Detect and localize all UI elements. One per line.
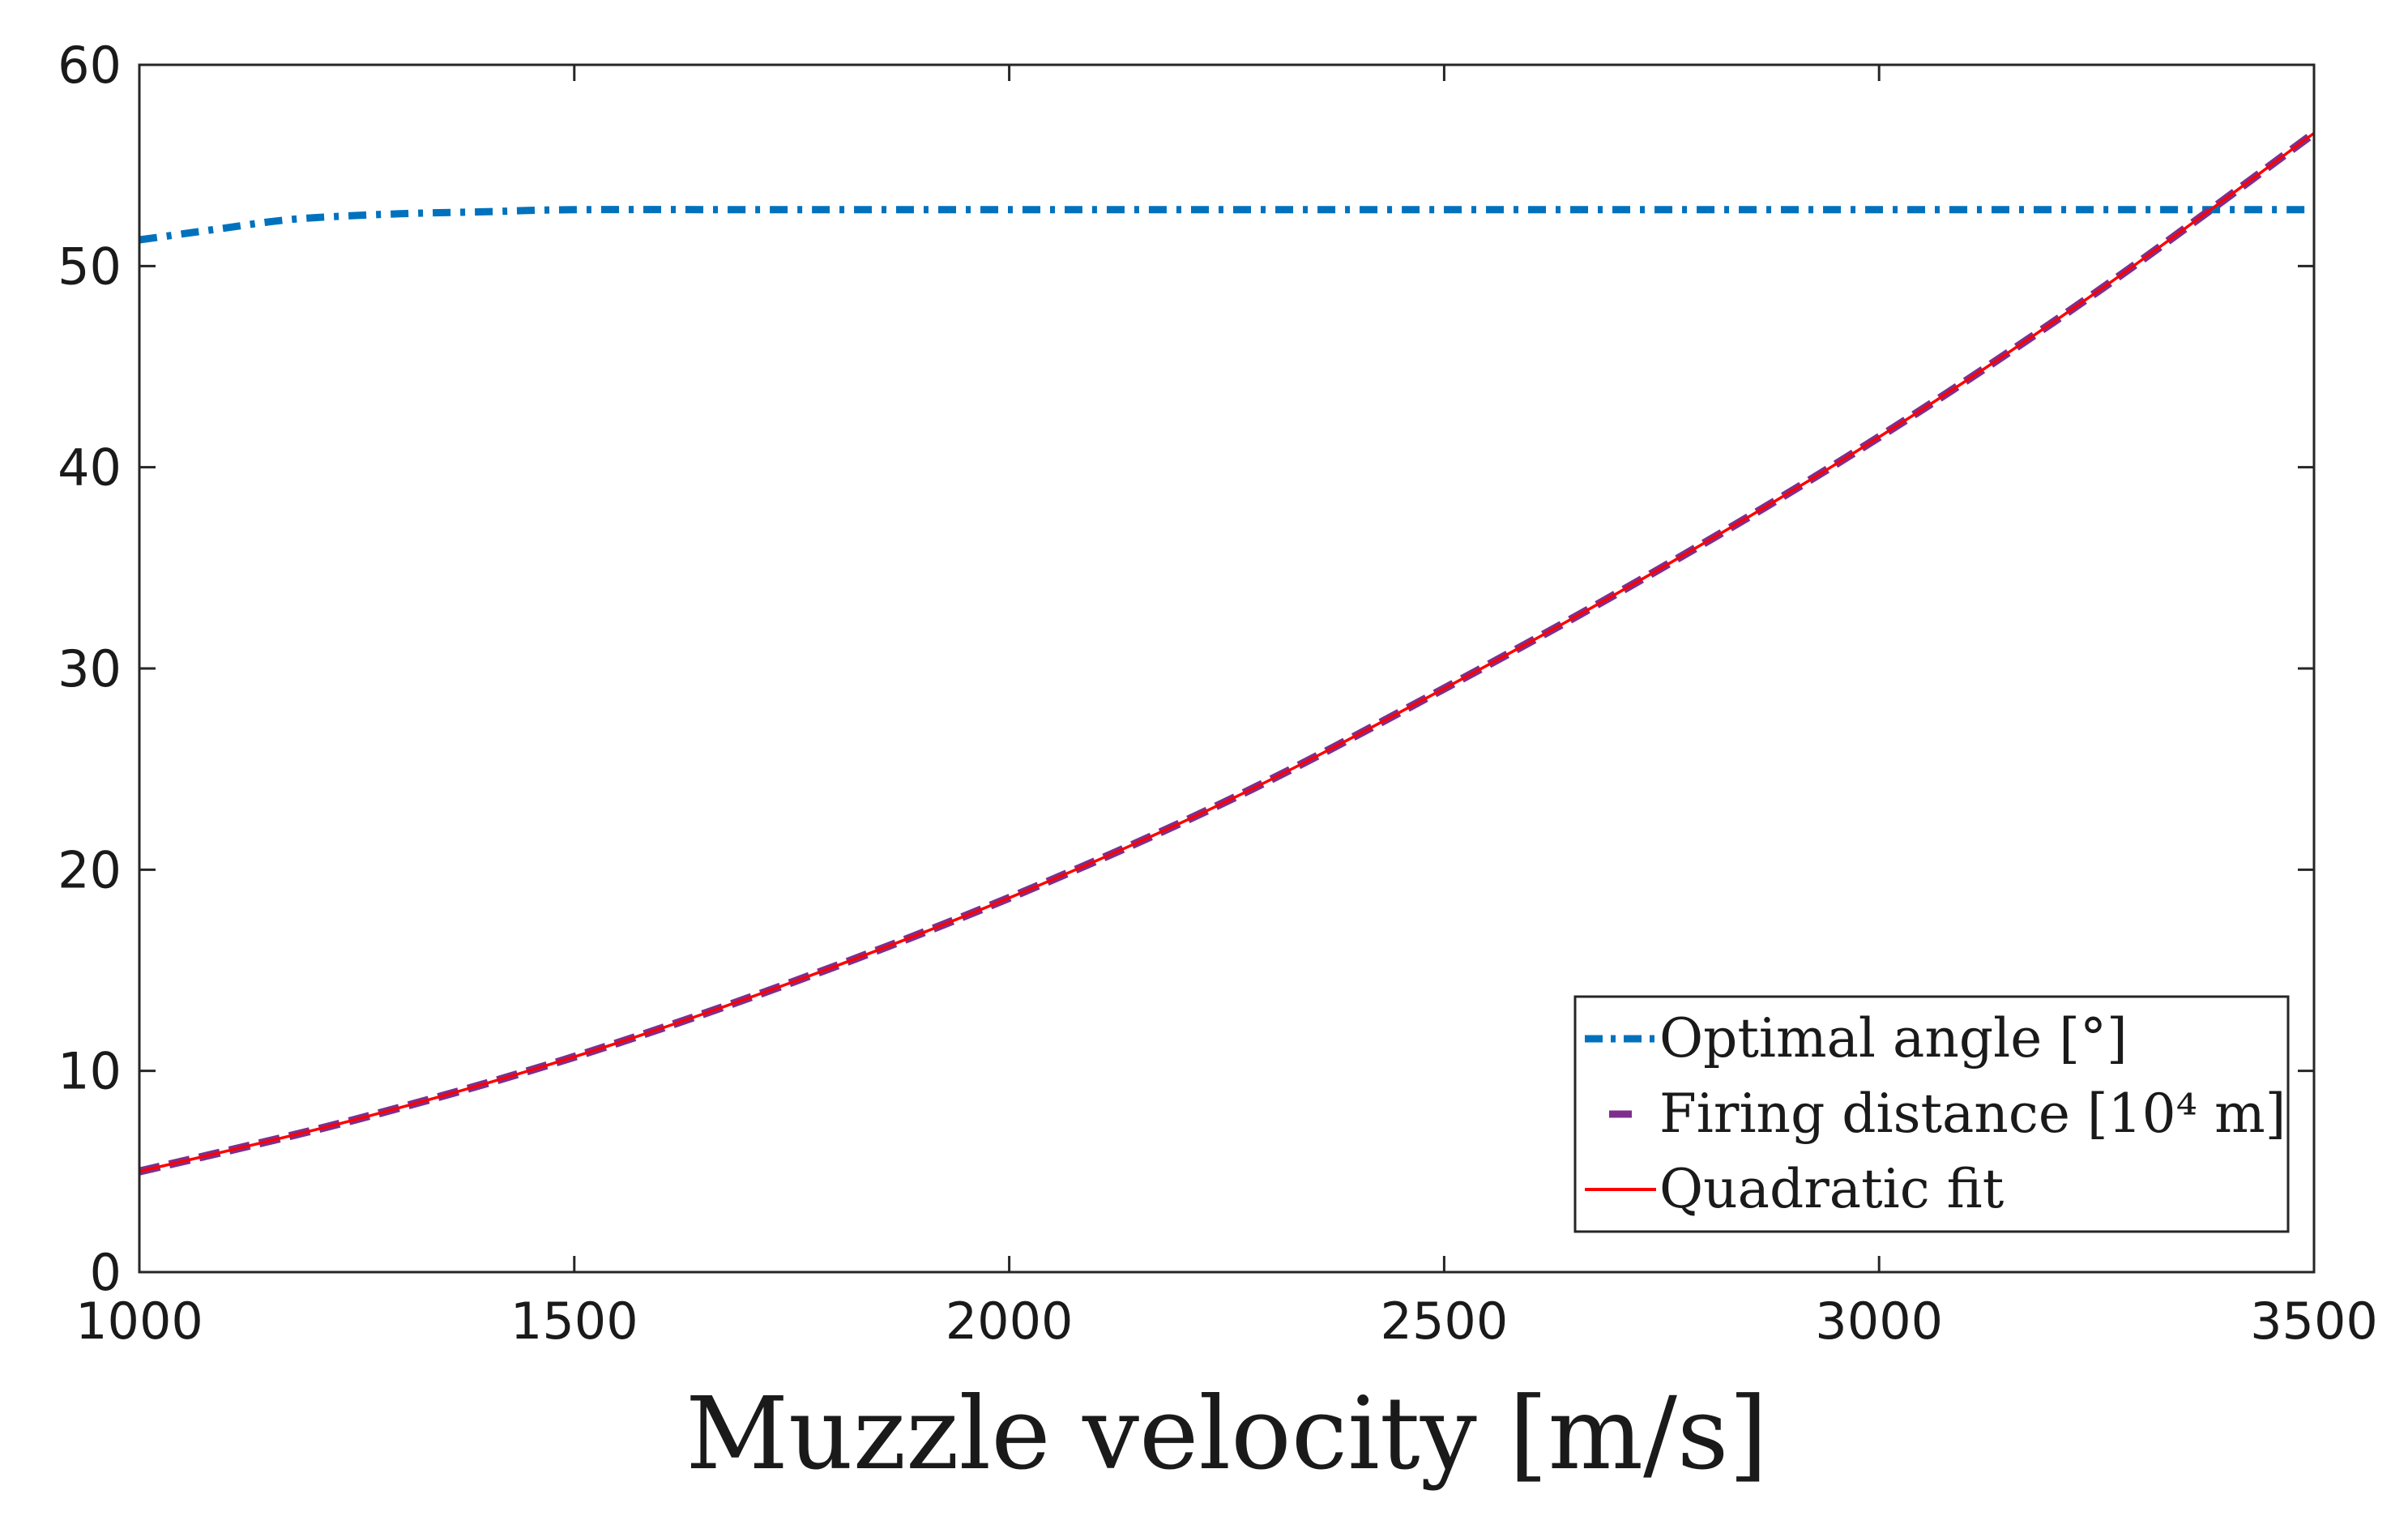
x-tick-label: 2000: [946, 1292, 1074, 1351]
y-tick-label: 60: [58, 36, 122, 95]
ticks-layer: 1000 1500 2000 2500 3000 3500 0 10 20 30 40 50 60: [58, 36, 2378, 1351]
y-tick-label: 50: [58, 237, 122, 296]
legend-label-2: Firing distance [10⁴ m]: [1659, 1083, 2286, 1145]
legend: Optimal angle [°] Firing distance [10⁴ m]…: [1573, 995, 2290, 1233]
y-tick-label: 0: [90, 1243, 122, 1302]
legend-label-3: Quadratic fit: [1659, 1158, 2004, 1220]
y-tick-label: 30: [58, 639, 122, 698]
x-axis-title: Muzzle velocity [m/s]: [685, 1376, 1768, 1493]
legend-box: [1573, 995, 2290, 1233]
series-layer: [138, 130, 2316, 1176]
y-tick-label: 20: [58, 840, 122, 899]
y-tick-label: 40: [58, 438, 122, 498]
x-tick-label: 3500: [2250, 1292, 2378, 1351]
x-tick-label: 3000: [1815, 1292, 1943, 1351]
x-tick-label: 1000: [75, 1292, 203, 1351]
series-line-1: [139, 206, 2314, 244]
y-tick-label: 10: [58, 1042, 122, 1101]
x-tick-label: 1500: [510, 1292, 638, 1351]
series-line-3: [139, 131, 2316, 1173]
legend-label-1: Optimal angle [°]: [1659, 1007, 2128, 1070]
x-tick-label: 2500: [1381, 1292, 1509, 1351]
